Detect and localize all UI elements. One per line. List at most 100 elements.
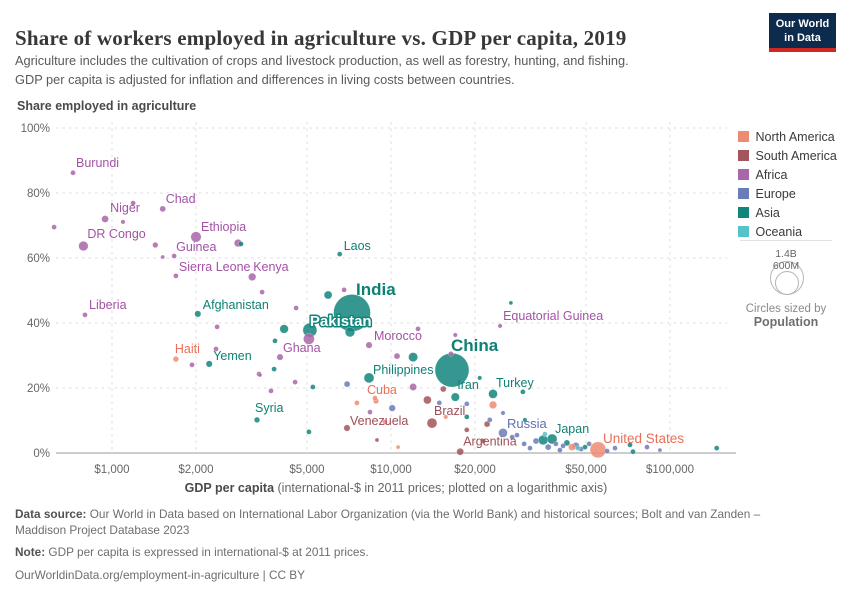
data-point[interactable] <box>488 400 498 409</box>
country-label-ethiopia[interactable]: Ethiopia <box>201 220 246 234</box>
data-point[interactable] <box>393 352 401 360</box>
data-point[interactable] <box>657 447 663 453</box>
country-label-morocco[interactable]: Morocco <box>374 329 422 343</box>
data-point[interactable] <box>713 445 720 451</box>
data-point[interactable] <box>464 414 470 420</box>
data-point-philippines[interactable] <box>363 372 375 384</box>
country-label-cuba[interactable]: Cuba <box>367 383 397 397</box>
data-point[interactable] <box>480 438 486 444</box>
country-label-pakistan[interactable]: Pakistan <box>308 312 373 332</box>
data-point[interactable] <box>464 401 470 407</box>
data-point[interactable] <box>382 419 388 425</box>
country-label-iran[interactable]: Iran <box>457 378 479 392</box>
country-label-syria[interactable]: Syria <box>255 401 284 415</box>
data-point[interactable] <box>395 444 401 450</box>
country-label-yemen[interactable]: Yemen <box>213 349 252 363</box>
data-point-guinea[interactable] <box>171 253 177 259</box>
data-point[interactable] <box>532 437 540 445</box>
data-point[interactable] <box>440 385 447 393</box>
legend-item-oceania[interactable]: Oceania <box>738 222 837 241</box>
data-point[interactable] <box>557 447 563 453</box>
data-point[interactable] <box>323 290 333 300</box>
data-point[interactable] <box>343 380 351 388</box>
data-point[interactable] <box>354 400 360 406</box>
country-label-philippines[interactable]: Philippines <box>373 363 433 377</box>
country-label-afghanistan[interactable]: Afghanistan <box>203 298 269 312</box>
data-point[interactable] <box>160 254 165 260</box>
data-point-niger[interactable] <box>101 215 109 223</box>
data-point[interactable] <box>586 441 592 447</box>
legend-item-north-america[interactable]: North America <box>738 127 837 146</box>
country-label-india[interactable]: India <box>356 280 396 299</box>
country-label-guinea[interactable]: Guinea <box>176 240 216 254</box>
data-point[interactable] <box>452 332 458 338</box>
data-point[interactable] <box>341 287 347 293</box>
data-point[interactable] <box>388 404 396 412</box>
country-label-laos[interactable]: Laos <box>344 239 371 253</box>
data-point[interactable] <box>483 420 491 428</box>
data-point[interactable] <box>448 351 454 357</box>
data-point[interactable] <box>415 326 421 332</box>
data-point-kenya[interactable] <box>248 272 257 281</box>
data-point-dr-congo[interactable] <box>78 240 89 252</box>
country-label-equatorial-guinea[interactable]: Equatorial Guinea <box>503 309 603 323</box>
data-point[interactable] <box>293 305 299 311</box>
data-point-ghana[interactable] <box>276 353 284 361</box>
data-point[interactable] <box>443 414 449 420</box>
data-point-yemen[interactable] <box>205 360 213 368</box>
data-point[interactable] <box>272 338 278 344</box>
data-point-haiti[interactable] <box>172 356 179 363</box>
data-point[interactable] <box>372 395 378 401</box>
data-point[interactable] <box>612 445 618 451</box>
legend-item-africa[interactable]: Africa <box>738 165 837 184</box>
data-point[interactable] <box>279 324 289 334</box>
data-point[interactable] <box>477 375 483 381</box>
country-label-liberia[interactable]: Liberia <box>89 298 127 312</box>
data-point-burundi[interactable] <box>70 170 76 176</box>
country-label-brazil[interactable]: Brazil <box>434 404 465 418</box>
data-point[interactable] <box>367 409 373 415</box>
data-point[interactable] <box>644 444 650 450</box>
data-point[interactable] <box>464 427 470 433</box>
data-point[interactable] <box>527 445 533 451</box>
data-point[interactable] <box>604 448 610 454</box>
data-point[interactable] <box>487 417 493 423</box>
data-point[interactable] <box>408 352 418 362</box>
legend-item-europe[interactable]: Europe <box>738 184 837 203</box>
data-point[interactable] <box>538 434 549 446</box>
data-point[interactable] <box>436 400 443 406</box>
data-point[interactable] <box>130 200 136 206</box>
data-point[interactable] <box>374 437 380 443</box>
data-point[interactable] <box>521 441 527 447</box>
data-point[interactable] <box>627 442 633 448</box>
data-point-ethiopia[interactable] <box>190 231 202 243</box>
data-point[interactable] <box>189 362 195 368</box>
data-point[interactable] <box>508 300 514 306</box>
country-label-sierra-leone[interactable]: Sierra Leone <box>179 260 251 274</box>
country-label-haiti[interactable]: Haiti <box>175 342 200 356</box>
data-point-morocco[interactable] <box>365 341 373 349</box>
data-point[interactable] <box>268 388 274 394</box>
data-point[interactable] <box>509 434 515 440</box>
legend-item-south-america[interactable]: South America <box>738 146 837 165</box>
data-point[interactable] <box>409 383 417 391</box>
data-point[interactable] <box>271 366 277 372</box>
country-label-ghana[interactable]: Ghana <box>283 341 321 355</box>
data-point-turkey[interactable] <box>488 389 498 399</box>
data-point-equatorial-guinea[interactable] <box>497 323 503 329</box>
country-label-kenya[interactable]: Kenya <box>253 260 288 274</box>
data-point-liberia[interactable] <box>82 312 88 318</box>
data-point[interactable] <box>522 417 528 423</box>
data-point[interactable] <box>575 445 581 451</box>
data-point[interactable] <box>259 289 265 295</box>
data-point-brazil[interactable] <box>426 417 438 429</box>
data-point[interactable] <box>306 429 312 435</box>
data-point[interactable] <box>303 333 315 345</box>
data-point[interactable] <box>152 241 159 249</box>
data-point[interactable] <box>214 324 220 330</box>
data-point[interactable] <box>500 410 506 416</box>
country-label-chad[interactable]: Chad <box>166 192 196 206</box>
country-label-russia[interactable]: Russia <box>507 416 548 431</box>
data-point-russia[interactable] <box>498 428 508 438</box>
data-point-laos[interactable] <box>336 251 343 257</box>
